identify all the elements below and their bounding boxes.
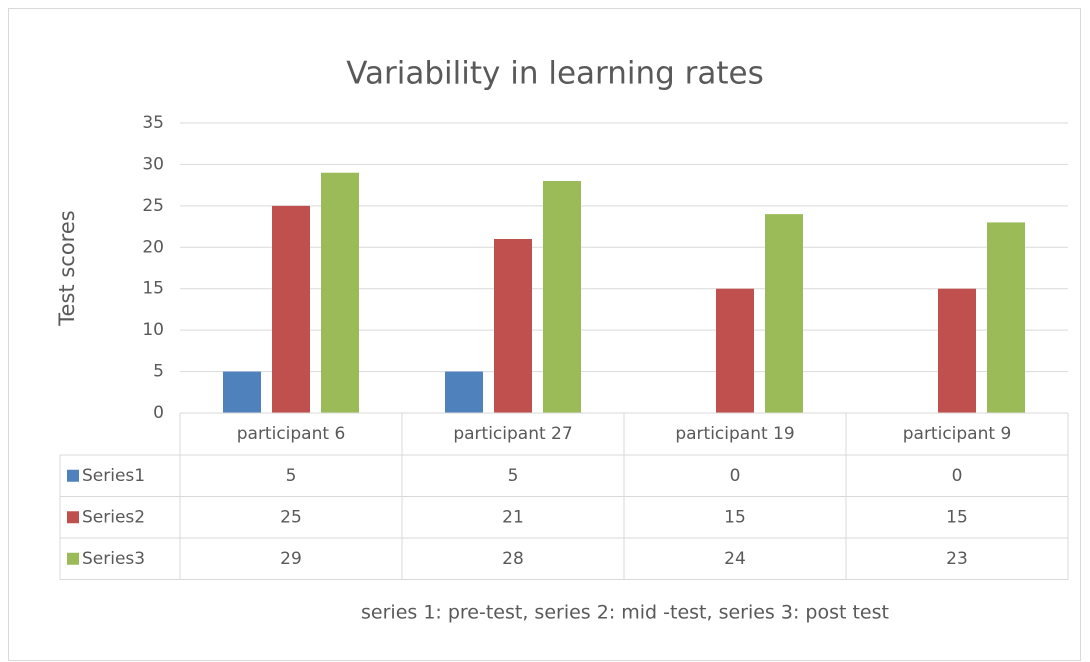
- y-axis-label: Test scores: [55, 210, 79, 326]
- legend-label: Series2: [82, 507, 145, 527]
- annotation: series 1: pre-test, series 2: mid -test,…: [361, 602, 889, 624]
- table-value: 28: [502, 549, 524, 569]
- bar: [716, 288, 754, 413]
- bar: [321, 172, 359, 413]
- legend-swatch: [67, 552, 79, 565]
- table-value: 15: [724, 507, 746, 527]
- bar: [223, 371, 261, 413]
- y-tick-label: 25: [142, 196, 164, 216]
- legend-swatch: [67, 469, 79, 482]
- table-value: 0: [730, 466, 741, 486]
- table-value: 0: [952, 466, 963, 486]
- table-value: 25: [280, 507, 302, 527]
- bar: [765, 214, 803, 413]
- table-value: 15: [946, 507, 968, 527]
- y-tick-label: 10: [142, 320, 164, 340]
- bar: [543, 181, 581, 413]
- y-tick-label: 15: [142, 279, 164, 299]
- bar: [272, 205, 310, 413]
- bar: [987, 222, 1025, 413]
- bar: [445, 371, 483, 413]
- x-tick-label: participant 9: [903, 424, 1012, 444]
- legend-label: Series3: [82, 549, 145, 569]
- chart-title: Variability in learning rates: [346, 56, 764, 92]
- legend-swatch: [67, 511, 79, 524]
- y-tick-label: 0: [153, 403, 164, 423]
- legend-label: Series1: [82, 466, 145, 486]
- y-tick-label: 20: [142, 237, 164, 257]
- y-tick-label: 35: [142, 113, 164, 133]
- y-tick-label: 30: [142, 154, 164, 174]
- x-tick-label: participant 6: [237, 424, 346, 444]
- x-tick-label: participant 27: [453, 424, 572, 444]
- bar: [938, 288, 976, 413]
- table-value: 5: [286, 466, 297, 486]
- table-value: 29: [280, 549, 302, 569]
- table-value: 24: [724, 549, 746, 569]
- bar: [494, 239, 532, 413]
- table-value: 21: [502, 507, 524, 527]
- x-tick-label: participant 19: [675, 424, 794, 444]
- table-value: 23: [946, 549, 968, 569]
- y-tick-label: 5: [153, 362, 164, 382]
- table-value: 5: [508, 466, 519, 486]
